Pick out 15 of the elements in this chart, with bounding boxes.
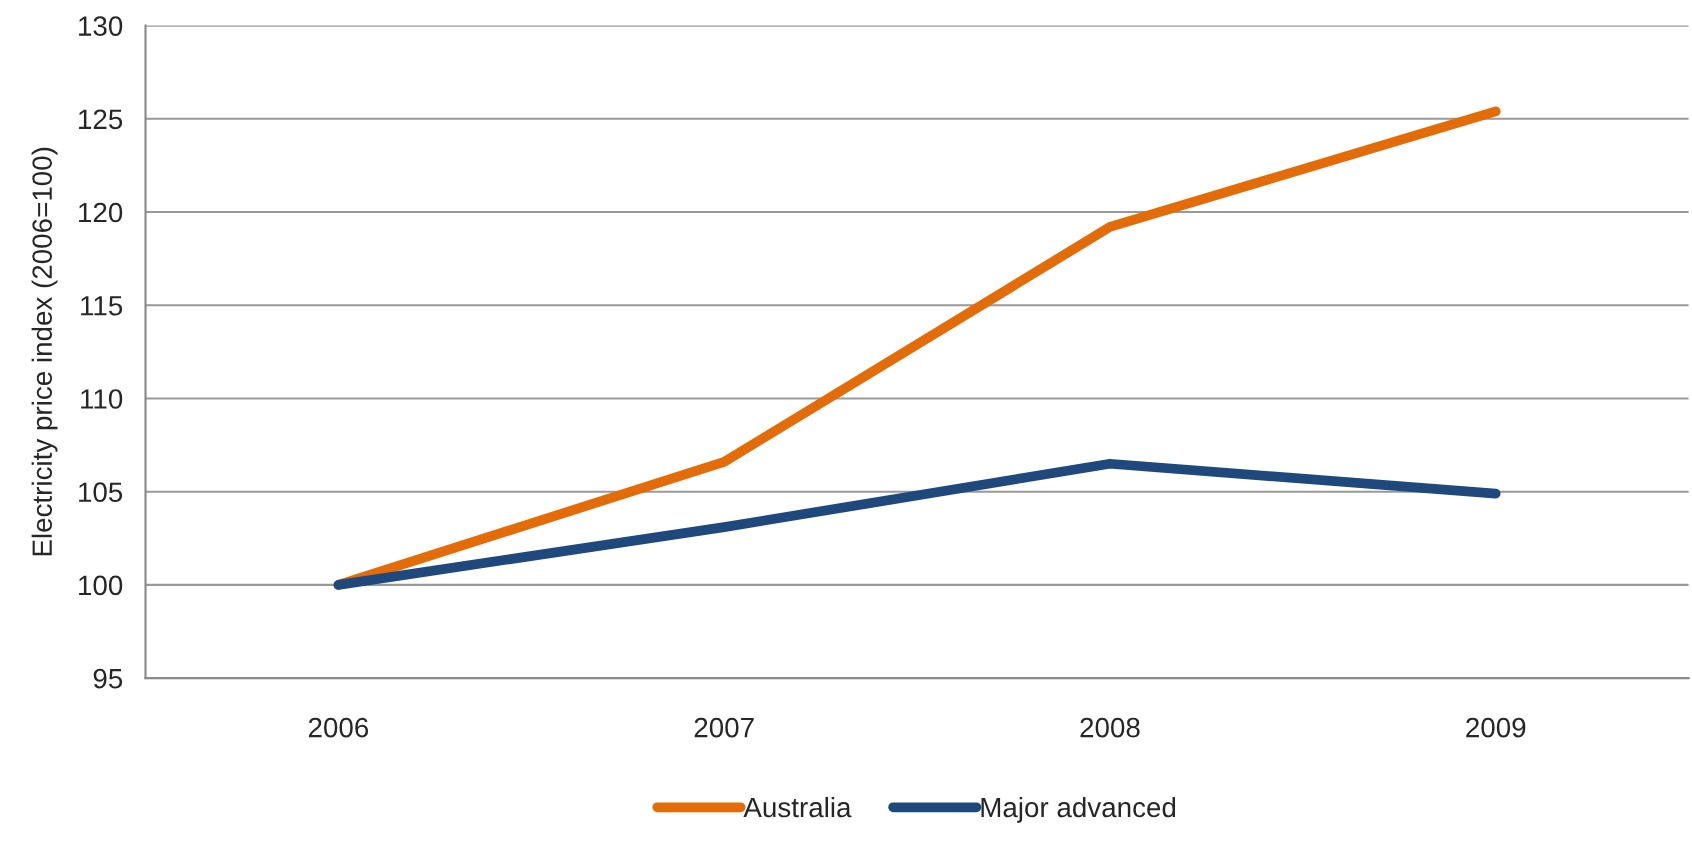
y-tick-label: 120 (79, 202, 123, 223)
y-tick-label: 125 (79, 109, 123, 130)
x-tick-label: 2007 (694, 717, 754, 738)
y-tick-label: 95 (93, 668, 123, 689)
x-tick-label: 2008 (1080, 717, 1140, 738)
legend-label: Major advanced (981, 796, 1176, 823)
x-tick-label: 2009 (1466, 717, 1526, 738)
y-axis-title: Electricity price index (2006=100) (31, 147, 58, 556)
y-tick-label: 100 (79, 575, 123, 596)
legend-label: Australia (743, 796, 852, 818)
y-tick-label: 115 (81, 296, 123, 316)
y-tick-label: 105 (79, 482, 123, 503)
y-tick-label: 130 (79, 16, 123, 36)
x-tick-label: 2006 (308, 717, 369, 738)
y-tick-label: 110 (81, 389, 123, 409)
